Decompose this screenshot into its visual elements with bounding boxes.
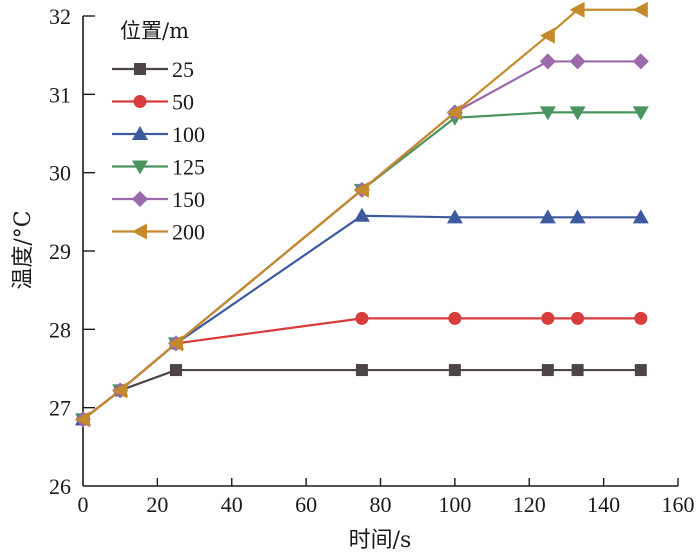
data-point (632, 209, 649, 224)
data-point (169, 364, 182, 377)
legend-marker (134, 63, 146, 75)
legend-marker (132, 223, 147, 240)
legend-item: 125 (112, 155, 205, 180)
legend-marker (132, 191, 148, 207)
legend-marker (133, 95, 147, 108)
data-point (632, 106, 649, 121)
data-point (353, 207, 370, 222)
x-tick-label: 80 (370, 492, 392, 517)
x-axis-title: 时间/s (349, 528, 412, 553)
data-point (569, 106, 586, 121)
data-point (569, 1, 585, 18)
legend-label: 125 (172, 155, 205, 180)
axes: 0 20 40 60 80 100 120 140 160 26 27 28 29 30 31 32 (49, 4, 695, 517)
y-tick-label: 28 (49, 317, 71, 342)
series-125 (75, 106, 649, 428)
data-point (634, 311, 648, 325)
y-tick-label: 32 (49, 4, 71, 29)
series-layer (75, 1, 649, 428)
x-tick-label: 40 (221, 492, 243, 517)
data-point (446, 209, 463, 224)
series-line-25 (82, 368, 641, 421)
x-tick-label: 120 (513, 492, 546, 517)
data-point (571, 311, 585, 325)
data-point (75, 411, 90, 428)
x-tick-label: 0 (78, 492, 89, 517)
x-tick-label: 160 (662, 492, 695, 517)
data-point (353, 181, 369, 198)
y-tick-label: 26 (49, 474, 71, 499)
legend-item: 100 (112, 122, 205, 147)
data-point (541, 364, 554, 377)
legend-marker (132, 160, 148, 175)
data-point (571, 364, 584, 377)
data-point (448, 311, 462, 325)
legend-label: 50 (172, 90, 194, 115)
series-200 (75, 1, 648, 428)
legend-marker (132, 126, 148, 140)
legend-label: 150 (172, 187, 205, 212)
series-line-200 (82, 8, 641, 421)
data-point (632, 1, 648, 18)
data-point (539, 106, 556, 121)
legend-label: 25 (172, 57, 194, 82)
data-point (355, 311, 369, 325)
data-point (541, 311, 555, 325)
legend-item: 150 (112, 187, 205, 212)
y-tick-label: 29 (49, 239, 71, 264)
legend-item: 50 (112, 90, 194, 115)
data-point (448, 364, 461, 377)
data-point (569, 53, 586, 70)
data-point (632, 53, 649, 70)
series-25 (77, 364, 647, 426)
x-tick-label: 100 (438, 492, 471, 517)
data-point (167, 335, 183, 352)
data-point (539, 53, 556, 70)
data-point (569, 209, 586, 224)
y-tick-label: 27 (49, 396, 71, 421)
legend-item: 25 (112, 57, 194, 82)
x-tick-label: 20 (146, 492, 168, 517)
data-point (112, 382, 128, 399)
y-tick-label: 31 (49, 82, 71, 107)
legend-title: 位置/m (120, 19, 189, 43)
legend: 位置/m 25 50 100 125 150 200 (112, 19, 205, 245)
y-axis-title: 温度/°C (11, 210, 36, 289)
x-tick-label: 140 (587, 492, 620, 517)
y-tick-label: 30 (49, 161, 71, 186)
legend-item: 200 (112, 220, 205, 245)
legend-label: 100 (172, 122, 205, 147)
legend-label: 200 (172, 220, 205, 245)
x-tick-label: 60 (295, 492, 317, 517)
data-point (355, 364, 368, 377)
data-point (539, 27, 555, 44)
data-point (634, 364, 647, 377)
data-point (539, 209, 556, 224)
data-point (446, 104, 462, 121)
